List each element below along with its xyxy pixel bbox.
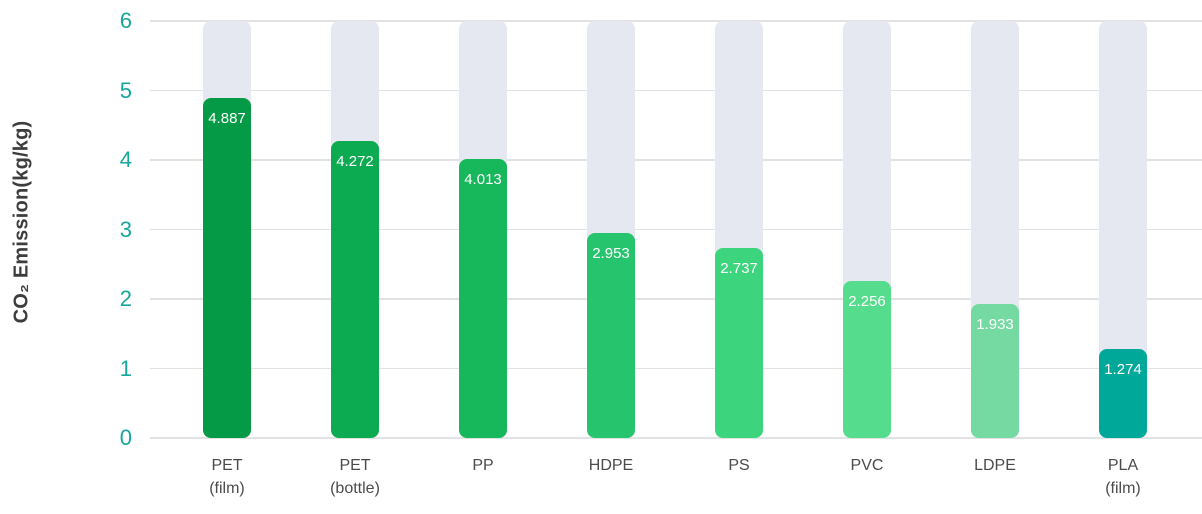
gridline [150, 20, 1202, 22]
x-category-label: PET (bottle) [291, 454, 419, 500]
bar: 1.274 [1099, 349, 1147, 438]
bar-value-label: 4.013 [464, 171, 502, 189]
x-category-label: PVC [803, 454, 931, 477]
bar-value-label: 2.737 [720, 259, 758, 277]
x-category-label-line: PS [728, 457, 750, 474]
bar: 4.887 [203, 98, 251, 438]
gridline [150, 367, 1202, 370]
x-category-label-line: PLA [1107, 457, 1139, 474]
gridline [150, 159, 1202, 161]
y-tick-label: 3 [119, 216, 132, 242]
x-category-label: LDPE [931, 454, 1059, 477]
bar: 2.256 [843, 281, 891, 438]
bar-value-label: 2.953 [592, 244, 630, 262]
bar: 2.737 [715, 247, 763, 438]
x-category-label-line: PET [211, 457, 243, 474]
x-category-label-line: PP [472, 457, 494, 474]
gridline [150, 89, 1202, 92]
x-category-label-line: (film) [1105, 480, 1141, 497]
x-category-label-line: (film) [209, 480, 245, 497]
y-tick-label: 2 [119, 286, 132, 311]
x-category-label-line: PET [339, 457, 371, 474]
x-category-label-line: PVC [850, 457, 884, 474]
bar: 4.272 [331, 141, 379, 438]
bar: 2.953 [587, 232, 635, 438]
y-tick-label: 4 [119, 147, 132, 172]
bar-value-label: 4.272 [336, 153, 374, 171]
bar-value-label: 1.933 [976, 315, 1014, 333]
x-category-label: PS [675, 454, 803, 477]
x-category-label-line: HDPE [588, 457, 634, 474]
x-category-label: HDPE [547, 454, 675, 477]
gridline [150, 298, 1202, 300]
y-tick-label: 0 [119, 425, 132, 450]
x-category-label-line: LDPE [974, 457, 1016, 474]
y-tick-label: 6 [119, 8, 132, 33]
gridline [150, 228, 1202, 231]
bar-value-label: 4.887 [208, 110, 246, 128]
y-tick-label: 5 [119, 77, 132, 103]
bar-value-label: 2.256 [848, 293, 886, 311]
gridline [150, 437, 1202, 439]
x-category-label-line: (bottle) [330, 480, 380, 497]
bar-value-label: 1.274 [1104, 361, 1142, 379]
bar: 4.013 [459, 159, 507, 438]
x-category-label: PLA (film) [1059, 454, 1187, 500]
x-category-label: PP [419, 454, 547, 477]
bar: 1.933 [971, 303, 1019, 438]
y-tick-label: 1 [119, 355, 132, 381]
x-category-label: PET (film) [163, 454, 291, 500]
